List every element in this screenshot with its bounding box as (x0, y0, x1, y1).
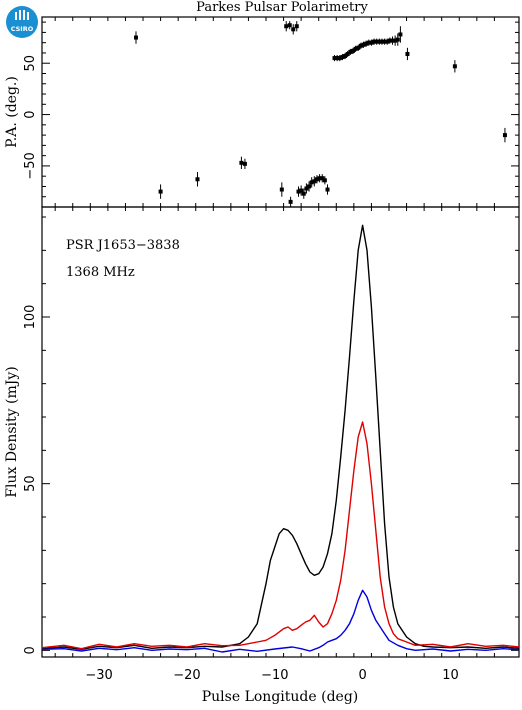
flux-panel-frame (41, 206, 520, 658)
pa-data-point (309, 180, 314, 185)
pa-data-point (350, 48, 355, 53)
pa-data-point (452, 64, 457, 69)
pa-data-point (343, 54, 348, 59)
pa-data-point (325, 187, 330, 192)
pa-data-point (353, 46, 358, 51)
csiro-logo-bars-icon (15, 10, 29, 20)
pa-data-point (314, 177, 319, 182)
flux-x-tick-label: −10 (261, 668, 288, 683)
pa-y-axis-label: P.A. (deg.) (4, 76, 20, 148)
pa-data-point (502, 133, 507, 138)
pa-data-point (284, 24, 289, 29)
flux-y-tick-label: 100 (23, 305, 38, 330)
linear-polarization-line (41, 421, 520, 650)
pa-data-point (377, 39, 382, 44)
pa-data-point (337, 56, 342, 61)
flux-y-tick-label: 0 (23, 646, 38, 654)
frequency-annotation: 1368 MHz (66, 265, 135, 280)
pa-data-point (393, 38, 398, 43)
pa-data-point (345, 51, 350, 56)
flux-x-tick-label: −30 (85, 668, 112, 683)
pa-data-point (294, 24, 299, 29)
pa-data-point (385, 39, 390, 44)
pa-panel-frame (41, 16, 520, 208)
pa-y-tick-label: 0 (23, 110, 38, 118)
pa-data-point (239, 160, 244, 165)
pa-axis-ticks: −50 0 50 (23, 17, 519, 207)
pa-data-point (307, 184, 312, 189)
pa-data-point (390, 38, 395, 43)
flux-x-axis-label: Pulse Longitude (deg) (202, 689, 359, 705)
pa-data-point (312, 179, 317, 184)
flux-x-tick-label: −20 (173, 668, 200, 683)
pa-data-point (301, 191, 306, 196)
pa-data-point (279, 187, 284, 192)
pa-data-point (382, 39, 387, 44)
pa-data-point (304, 186, 309, 191)
pa-data-point (322, 178, 327, 183)
pa-data-point (361, 42, 366, 47)
pa-data-point (242, 161, 247, 166)
flux-profile-lines (41, 224, 520, 653)
pa-y-tick-label: −50 (23, 152, 38, 179)
pa-data-point (332, 56, 337, 61)
pa-data-point (320, 176, 325, 181)
pa-data-point (287, 23, 292, 28)
flux-x-tick-label: 0 (358, 668, 366, 683)
pa-data-point (366, 40, 371, 45)
pa-data-point (296, 189, 301, 194)
pa-data-point (379, 39, 384, 44)
pa-data-point (398, 32, 403, 37)
pa-data-point (317, 176, 322, 181)
flux-x-tick-label: 10 (442, 668, 459, 683)
pa-data-point (356, 45, 361, 50)
pa-scatter-points (133, 21, 507, 207)
pa-data-point (369, 40, 374, 45)
pa-data-point (395, 37, 400, 42)
csiro-logo-circle (6, 6, 38, 38)
circular-polarization-line (41, 589, 520, 653)
pa-data-point (405, 51, 410, 56)
pa-data-point (348, 49, 353, 54)
pa-data-point (364, 41, 369, 46)
pa-data-point (133, 35, 138, 40)
pa-data-point (340, 55, 345, 60)
pa-data-point (299, 188, 304, 193)
pa-data-point (158, 189, 163, 194)
pa-data-point (358, 43, 363, 48)
pa-data-point (335, 56, 340, 61)
pa-data-point (291, 27, 296, 32)
csiro-logo-text: CSIRO (11, 25, 34, 33)
flux-y-tick-label: 50 (23, 475, 38, 492)
csiro-logo: CSIRO (6, 6, 38, 38)
pa-data-point (372, 39, 377, 44)
pa-data-point (195, 177, 200, 182)
pa-data-point (288, 199, 293, 204)
pa-data-point (374, 39, 379, 44)
flux-y-axis-label: Flux Density (mJy) (4, 366, 20, 497)
chart-title: Parkes Pulsar Polarimetry (196, 0, 368, 15)
pa-y-tick-label: 50 (23, 55, 38, 72)
total-intensity-line (41, 224, 520, 650)
pa-data-point (387, 38, 392, 43)
pulsar-name-annotation: PSR J1653−3838 (66, 238, 180, 253)
